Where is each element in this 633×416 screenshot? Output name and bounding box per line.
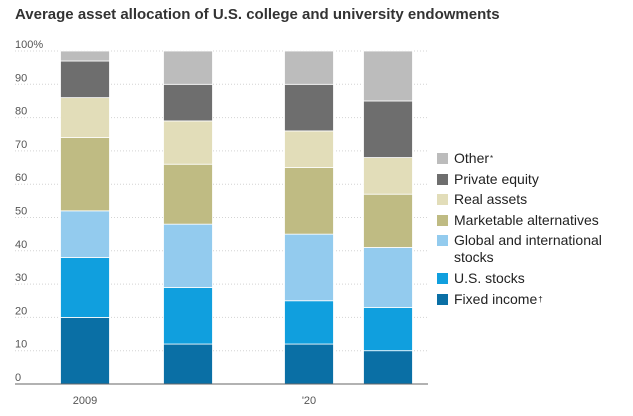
bar-segment bbox=[60, 257, 110, 318]
bar-segment bbox=[60, 97, 110, 138]
bar-segment bbox=[284, 130, 334, 168]
x-tick-label: '20 bbox=[302, 395, 316, 407]
bar-segment bbox=[163, 163, 213, 225]
legend-item: Other* bbox=[437, 150, 629, 167]
bar-segment bbox=[363, 247, 413, 308]
y-tick-label: 70 bbox=[15, 139, 27, 151]
legend-label: Real assets bbox=[454, 191, 528, 208]
bar-segment bbox=[284, 167, 334, 235]
legend-swatch bbox=[437, 293, 448, 305]
y-tick-label: 50 bbox=[15, 206, 27, 218]
bar-segment bbox=[163, 50, 213, 85]
bar-segment bbox=[363, 100, 413, 158]
x-tick-label: 2009 bbox=[73, 395, 97, 407]
bar-segment bbox=[363, 193, 413, 248]
bar-segment bbox=[163, 343, 213, 385]
footnote-marker: † bbox=[538, 294, 543, 304]
y-tick-label: 100% bbox=[15, 39, 43, 51]
bar-segment bbox=[60, 60, 110, 99]
legend-swatch bbox=[437, 214, 448, 226]
footnote-marker: * bbox=[490, 154, 494, 163]
y-tick-label: 60 bbox=[15, 172, 27, 184]
legend-swatch bbox=[437, 272, 448, 284]
chart-legend: Other* Private equity Real assets Marketabl… bbox=[437, 150, 629, 311]
legend-item: Global and international stocks bbox=[437, 232, 629, 266]
legend-label: Global and international stocks bbox=[454, 232, 602, 266]
legend-item: Fixed income† bbox=[437, 291, 629, 308]
legend-label: Fixed income† bbox=[454, 290, 543, 307]
bar-segment bbox=[60, 50, 110, 62]
legend-swatch bbox=[437, 173, 448, 185]
bar-segment bbox=[60, 316, 110, 385]
legend-item: Private equity bbox=[437, 171, 629, 188]
legend-swatch bbox=[437, 153, 448, 164]
bar-segment bbox=[163, 120, 213, 165]
y-tick-label: 0 bbox=[15, 372, 21, 384]
y-tick-label: 30 bbox=[15, 272, 27, 284]
bar-segment bbox=[163, 287, 213, 345]
bar-segment bbox=[363, 307, 413, 352]
bar-segment bbox=[363, 350, 413, 385]
bar-segment bbox=[163, 223, 213, 288]
bar-segment bbox=[284, 50, 334, 85]
legend-swatch bbox=[437, 235, 448, 247]
legend-swatch bbox=[437, 194, 448, 206]
bar-segment bbox=[60, 210, 110, 258]
legend-item: Real assets bbox=[437, 191, 629, 208]
y-tick-label: 80 bbox=[15, 106, 27, 118]
bar-segment bbox=[284, 233, 334, 302]
chart-title: Average asset allocation of U.S. college… bbox=[15, 6, 500, 23]
legend-item: U.S. stocks bbox=[437, 270, 629, 287]
legend-label: Other* bbox=[454, 150, 494, 166]
y-tick-label: 40 bbox=[15, 239, 27, 251]
bar-segment bbox=[163, 83, 213, 122]
y-tick-label: 20 bbox=[15, 305, 27, 317]
bar-segment bbox=[284, 300, 334, 345]
bar-segment bbox=[60, 137, 110, 212]
legend-item: Marketable alternatives bbox=[437, 212, 629, 229]
y-tick-label: 90 bbox=[15, 72, 27, 84]
y-tick-label: 10 bbox=[15, 339, 27, 351]
bar-segment bbox=[363, 157, 413, 195]
bar-segment bbox=[284, 83, 334, 132]
legend-label: Private equity bbox=[454, 170, 539, 187]
legend-label: U.S. stocks bbox=[454, 269, 525, 286]
bar-segment bbox=[284, 343, 334, 385]
bar-segment bbox=[363, 50, 413, 102]
legend-label: Marketable alternatives bbox=[454, 211, 599, 228]
